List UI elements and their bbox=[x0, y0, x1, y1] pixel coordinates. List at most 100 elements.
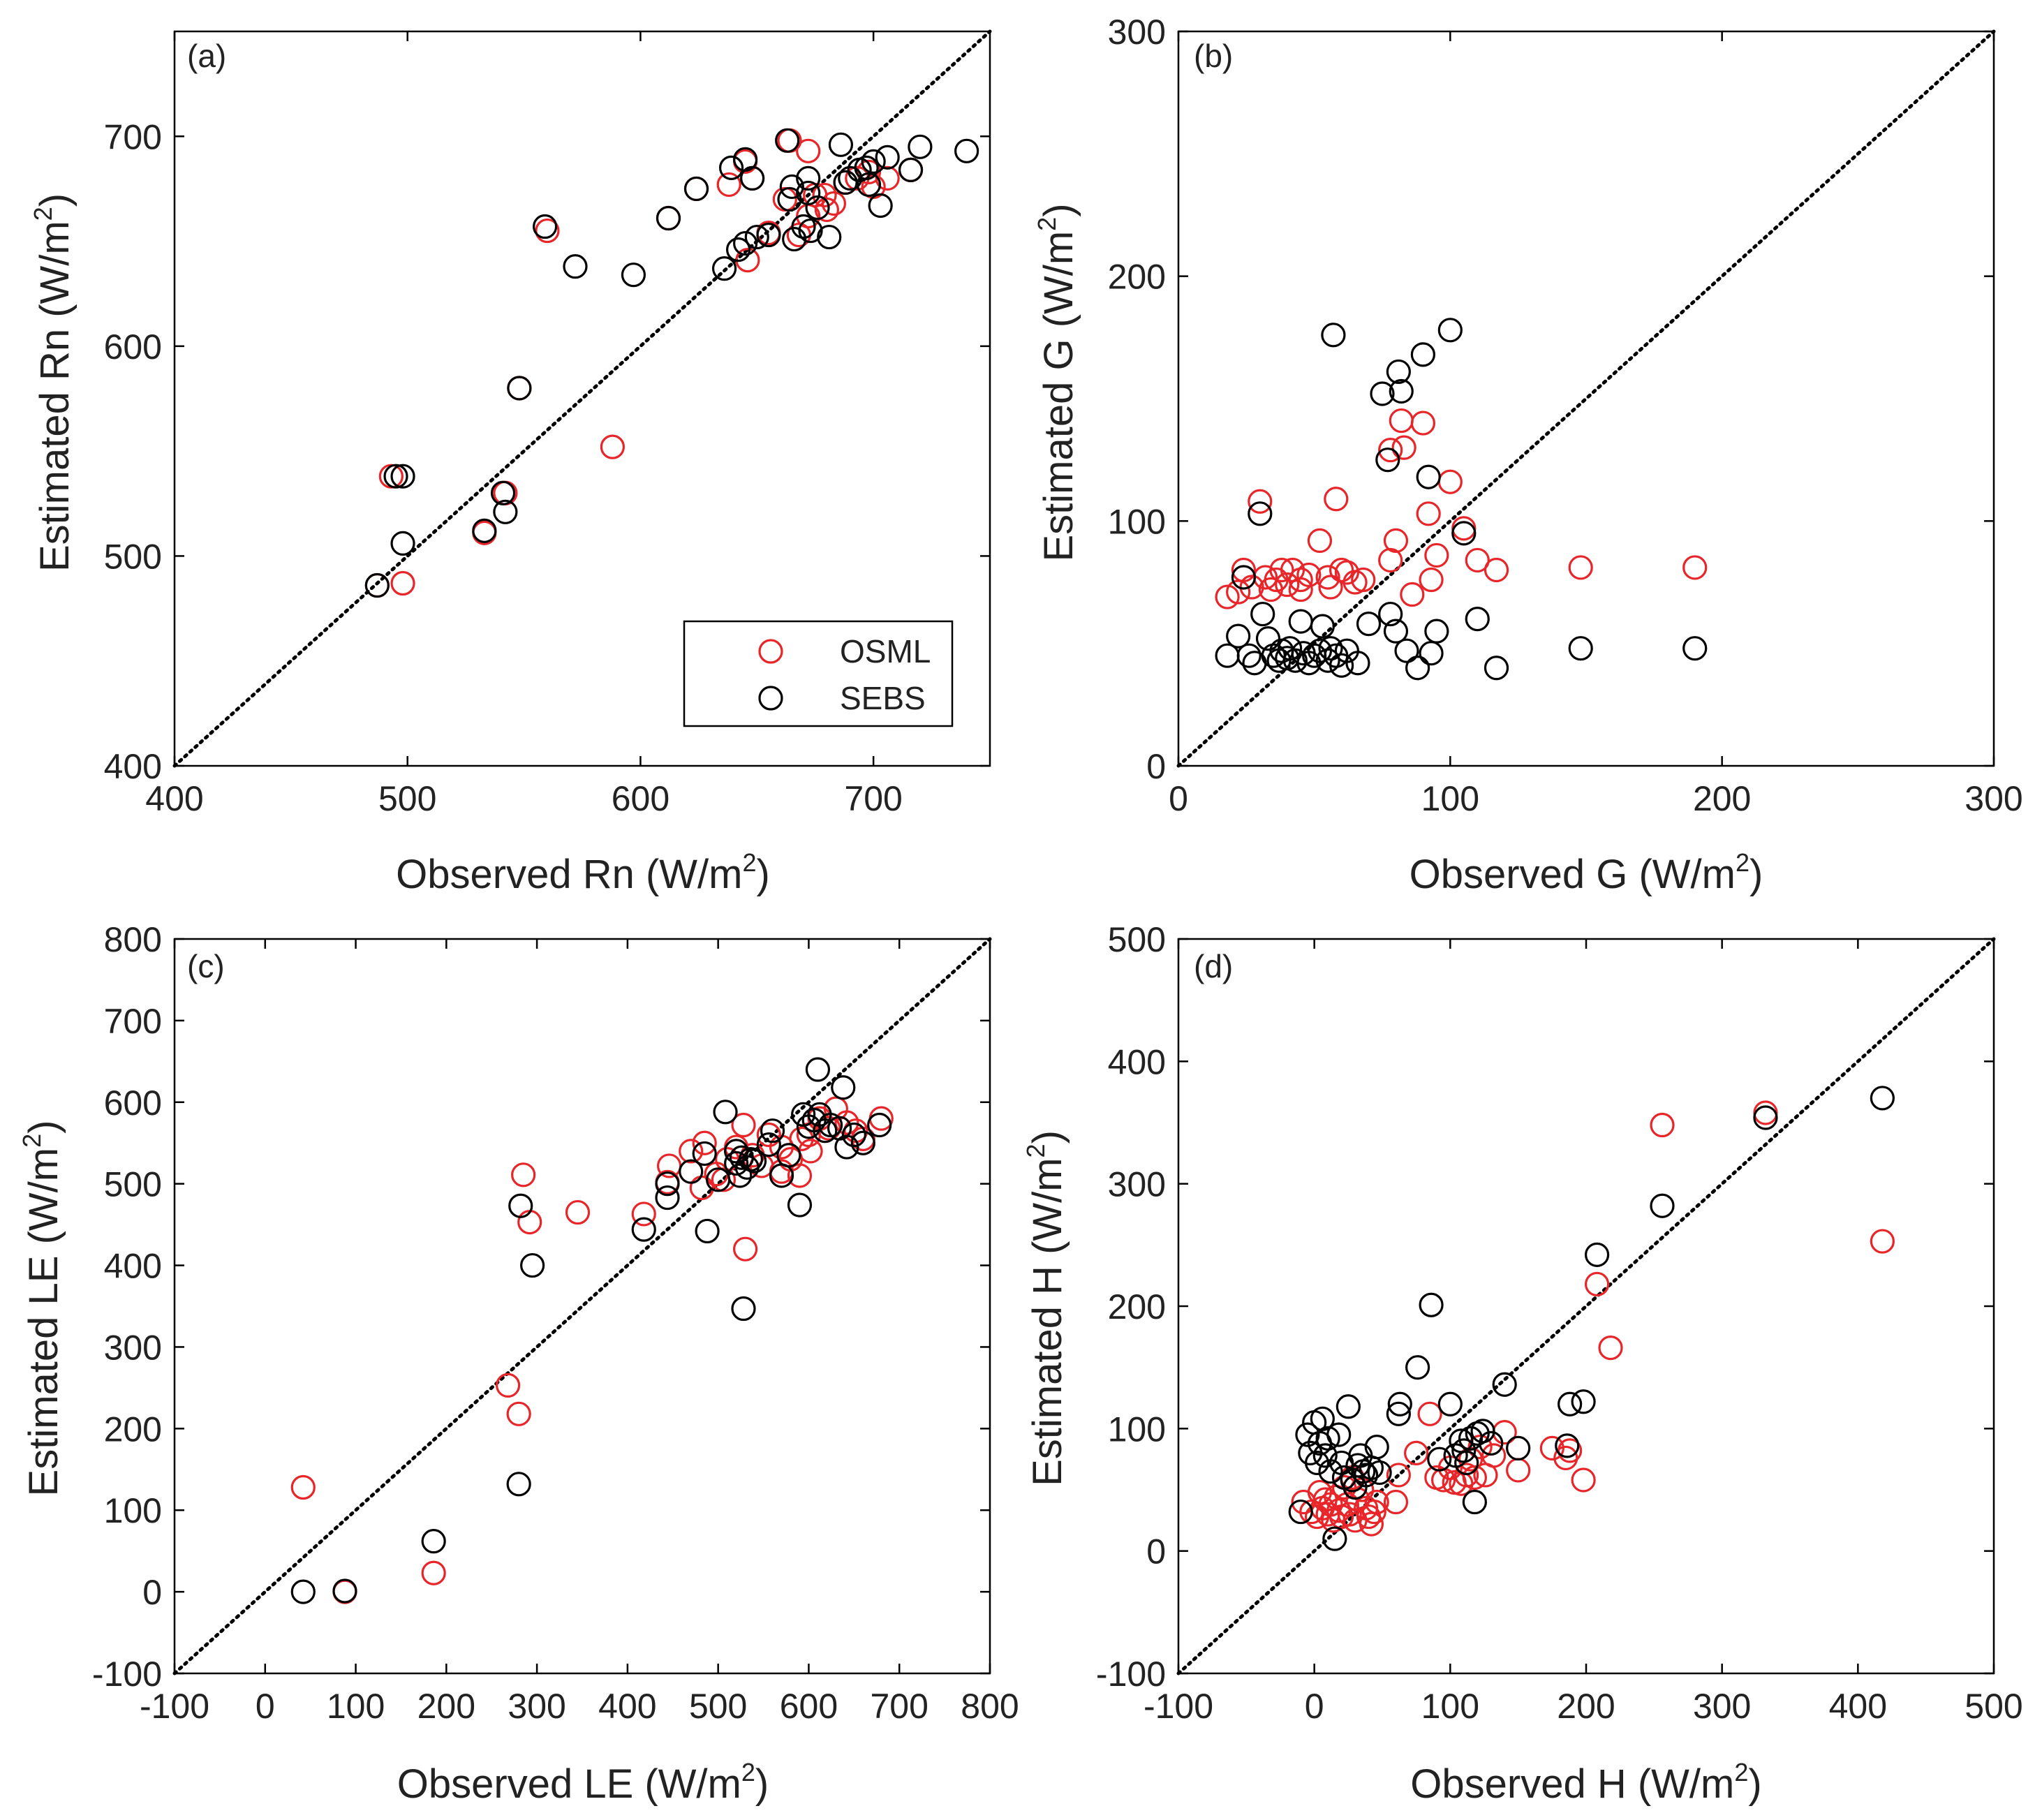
osml-point bbox=[565, 1199, 591, 1225]
sebs-point bbox=[1354, 1463, 1379, 1488]
sebs-point bbox=[796, 180, 821, 206]
osml-point bbox=[1364, 1489, 1389, 1515]
osml-point bbox=[535, 218, 560, 244]
sebs-point bbox=[1231, 565, 1257, 590]
y-tick-label: 200 bbox=[104, 1410, 162, 1449]
sebs-point bbox=[621, 262, 646, 288]
sebs-point bbox=[779, 174, 804, 200]
sebs-point bbox=[1375, 447, 1400, 473]
x-tick-label: 300 bbox=[508, 1687, 565, 1726]
panel-b-xlabel: Observed G (W/m2) bbox=[1410, 848, 1763, 897]
osml-point bbox=[1378, 438, 1403, 463]
y-tick-label: 700 bbox=[104, 117, 162, 156]
sebs-point bbox=[1484, 656, 1509, 681]
sebs-point bbox=[908, 134, 933, 159]
sebs-point bbox=[833, 170, 858, 195]
sebs-point bbox=[725, 237, 751, 262]
panel-d-h: Observed H (W/m2) Estimated H (W/m2) (d)… bbox=[1021, 920, 2023, 1807]
x-tick-label: 100 bbox=[327, 1687, 385, 1726]
sebs-point bbox=[724, 1151, 749, 1176]
sebs-point bbox=[1462, 1489, 1487, 1515]
osml-point bbox=[1383, 528, 1409, 553]
sebs-point bbox=[1437, 1391, 1463, 1416]
x-tick-label: 500 bbox=[1965, 1687, 2022, 1726]
sebs-point bbox=[850, 1130, 875, 1155]
osml-point bbox=[1215, 584, 1240, 609]
sebs-point bbox=[1650, 1193, 1675, 1218]
sebs-point bbox=[861, 149, 886, 174]
y-tick-label: 500 bbox=[1108, 920, 1166, 959]
x-tick-label: 700 bbox=[844, 779, 902, 818]
panel-b-tag: (b) bbox=[1194, 38, 1233, 74]
osml-point bbox=[1598, 1336, 1623, 1361]
sebs-point bbox=[713, 1100, 738, 1125]
sebs-point bbox=[1558, 1391, 1583, 1416]
osml-point bbox=[756, 1122, 781, 1148]
sebs-point bbox=[1492, 1372, 1517, 1397]
sebs-point bbox=[520, 1252, 545, 1278]
panel-b-ylabel: Estimated G (W/m2) bbox=[1033, 203, 1081, 561]
sebs-point bbox=[1506, 1435, 1531, 1460]
x-tick-label: 500 bbox=[689, 1687, 747, 1726]
sebs-point bbox=[777, 186, 802, 212]
osml-point bbox=[1288, 567, 1313, 593]
sebs-point bbox=[805, 195, 830, 221]
sebs-point bbox=[1451, 1438, 1477, 1463]
osml-point bbox=[1451, 516, 1477, 541]
sebs-point bbox=[875, 145, 900, 170]
sebs-point bbox=[421, 1529, 446, 1554]
sebs-point bbox=[695, 1218, 720, 1244]
series-sebs bbox=[364, 128, 979, 598]
y-tick-label: 700 bbox=[104, 1002, 162, 1041]
y-tick-label: 200 bbox=[1108, 258, 1166, 297]
sebs-point bbox=[1753, 1105, 1778, 1130]
osml-point bbox=[1269, 557, 1294, 583]
osml-point bbox=[511, 1162, 536, 1188]
sebs-point bbox=[1282, 648, 1308, 673]
sebs-point bbox=[290, 1579, 316, 1604]
sebs-point bbox=[533, 214, 558, 239]
osml-point bbox=[1467, 1435, 1493, 1460]
sebs-point bbox=[364, 572, 390, 598]
sebs-point bbox=[1322, 1526, 1347, 1551]
sebs-point bbox=[782, 226, 807, 252]
sebs-point bbox=[1394, 638, 1419, 663]
sebs-point bbox=[834, 1134, 859, 1160]
y-tick-label: 300 bbox=[1108, 1165, 1166, 1204]
sebs-point bbox=[1584, 1242, 1610, 1267]
sebs-point bbox=[732, 230, 758, 256]
sebs-point bbox=[1568, 636, 1593, 661]
y-tick-label: 0 bbox=[142, 1573, 162, 1612]
osml-point bbox=[1465, 547, 1490, 573]
sebs-point bbox=[1318, 636, 1343, 661]
osml-point bbox=[1324, 487, 1349, 512]
sebs-point bbox=[1387, 1391, 1412, 1416]
series-osml bbox=[1215, 408, 1708, 609]
sebs-point bbox=[1405, 1355, 1430, 1380]
osml-point bbox=[1416, 501, 1441, 526]
x-tick-label: 400 bbox=[598, 1687, 656, 1726]
osml-point bbox=[692, 1130, 717, 1155]
osml-point bbox=[1419, 567, 1444, 593]
x-tick-label: 100 bbox=[1421, 1687, 1479, 1726]
sebs-point bbox=[1367, 1460, 1392, 1486]
sebs-point bbox=[731, 1296, 756, 1322]
sebs-point bbox=[831, 1075, 856, 1100]
osml-point bbox=[1318, 575, 1343, 600]
series-sebs bbox=[290, 1057, 892, 1604]
y-tick-label: 0 bbox=[1146, 1532, 1166, 1571]
osml-point bbox=[1682, 555, 1708, 580]
panel-a-legend: OSML SEBS bbox=[683, 620, 954, 727]
osml-point bbox=[1386, 1463, 1411, 1488]
x-tick-label: 700 bbox=[871, 1687, 928, 1726]
sebs-point bbox=[656, 205, 681, 231]
sebs-point bbox=[718, 155, 744, 180]
osml-point bbox=[1484, 557, 1509, 583]
sebs-point bbox=[724, 1139, 749, 1164]
osml-point bbox=[1424, 542, 1449, 568]
osml-point bbox=[290, 1474, 316, 1500]
y-tick-label: 100 bbox=[104, 1491, 162, 1530]
osml-point bbox=[1506, 1458, 1531, 1483]
sebs-point bbox=[744, 224, 769, 250]
x-tick-label: 100 bbox=[1421, 779, 1479, 818]
